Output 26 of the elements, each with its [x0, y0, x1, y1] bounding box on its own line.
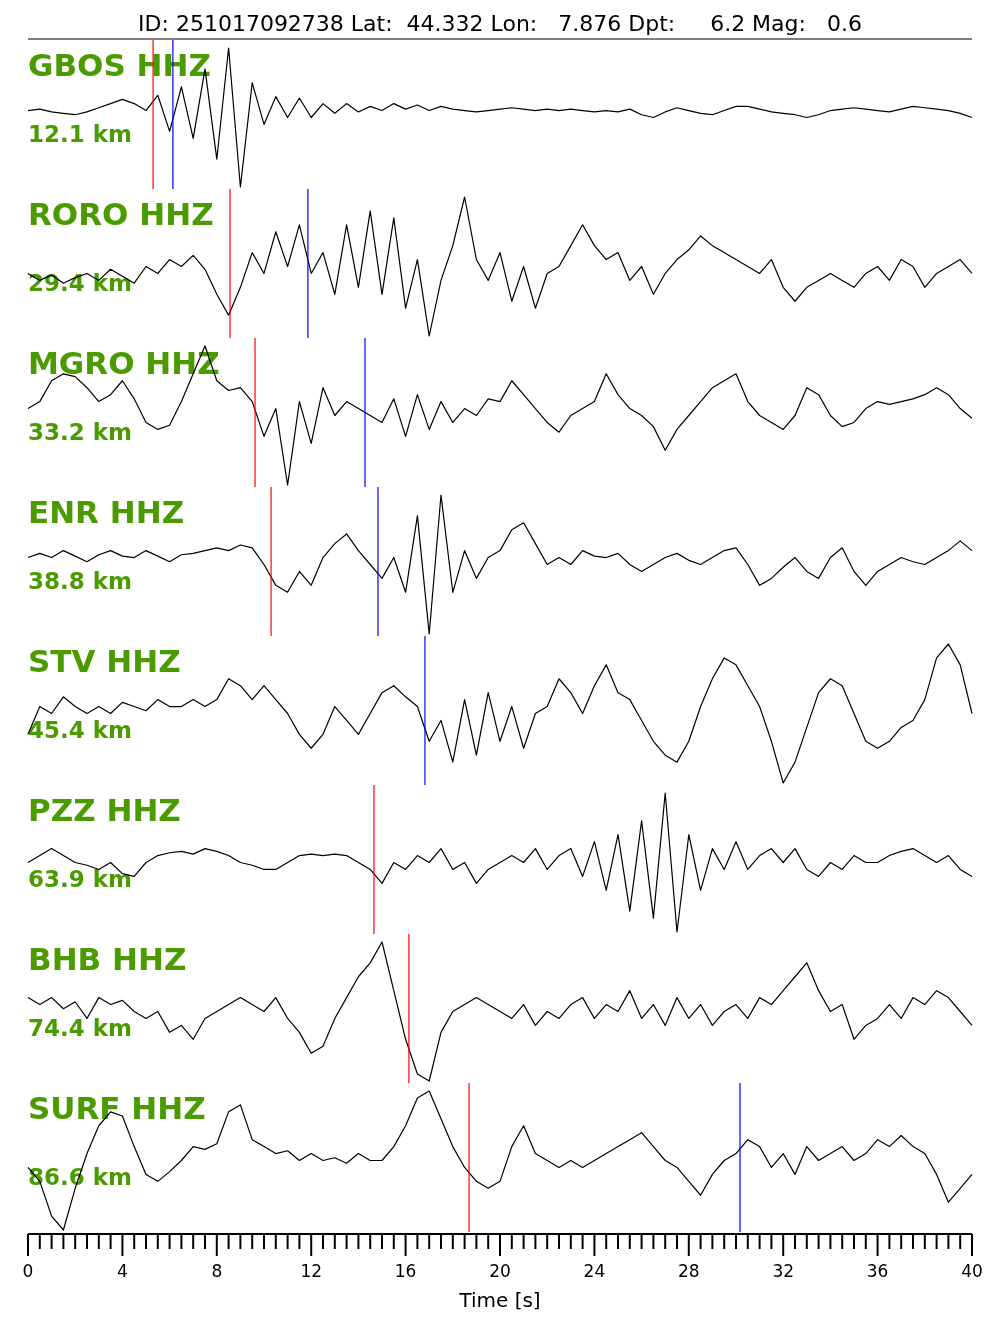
chart-title: RORO HHZ	[28, 196, 214, 232]
text: 38.8 km	[28, 568, 133, 594]
text: 29.4 km	[28, 270, 133, 296]
x-tick-label: 24	[583, 1261, 606, 1281]
chart-title: ENR HHZ	[28, 494, 185, 530]
x-axis-title: Time [s]	[458, 1288, 541, 1312]
x-tick-label: 0	[22, 1261, 34, 1281]
chart-title: STV HHZ	[28, 643, 181, 679]
text: 63.9 km	[28, 866, 133, 892]
x-tick-label: 4	[116, 1261, 128, 1281]
text: ID: 251017092738 Lat: 44.332 Lon: 7.876 Dpt: 6.2 Mag: 0.6	[138, 11, 862, 36]
x-tick-label: 12	[300, 1261, 323, 1281]
x-tick-label: 20	[489, 1261, 511, 1281]
text: 12.1 km	[28, 121, 133, 147]
x-tick-label: 28	[677, 1261, 700, 1281]
x-tick-label: 36	[866, 1261, 889, 1281]
chart-title: BHB HHZ	[28, 941, 187, 977]
text: 45.4 km	[28, 717, 133, 743]
text: 74.4 km	[28, 1015, 133, 1041]
x-tick-label: 8	[211, 1261, 223, 1281]
x-tick-label: 32	[772, 1261, 795, 1281]
chart-title: SURF HHZ	[28, 1090, 206, 1126]
text: 33.2 km	[28, 419, 133, 445]
x-tick-label: 16	[394, 1261, 417, 1281]
x-tick-label: 40	[961, 1261, 983, 1281]
chart-title: PZZ HHZ	[28, 792, 181, 828]
